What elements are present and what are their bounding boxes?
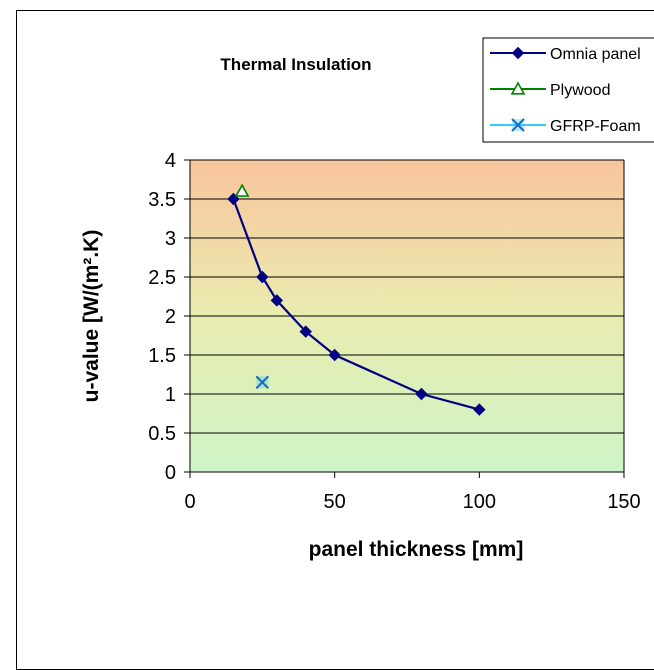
x-tick-label: 0 <box>184 491 195 513</box>
y-tick-label: 0.5 <box>148 423 176 445</box>
data-point <box>234 183 250 197</box>
y-tick-label: 0 <box>165 462 176 484</box>
y-tick-label: 2 <box>165 306 176 328</box>
x-tick-label: 100 <box>463 491 496 513</box>
series-plywood <box>234 183 250 197</box>
y-tick-labels: 0 0.5 1 1.5 2 2.5 3 3.5 4 <box>148 150 176 484</box>
data-point <box>415 387 428 401</box>
data-point <box>270 294 284 307</box>
legend-entry: Plywood <box>490 81 610 99</box>
data-point <box>328 348 341 362</box>
data-point <box>255 375 270 390</box>
data-point <box>473 403 486 416</box>
y-tick-label: 2.5 <box>148 267 176 289</box>
legend-label: GFRP-Foam <box>550 118 641 135</box>
y-tick-label: 3 <box>165 228 176 250</box>
legend-label: Plywood <box>550 82 610 99</box>
legend: Omnia panel Plywood GFRP-Foam <box>482 37 654 143</box>
legend-marker <box>511 118 525 132</box>
data-series <box>227 183 486 416</box>
x-tick-label: 50 <box>324 491 346 513</box>
chart-svg: Thermal Insulation 0 50 100 150 0 0.5 1 1.5 2 2.… <box>80 37 654 561</box>
data-point <box>299 325 312 338</box>
legend-marker <box>511 46 525 60</box>
x-axis-label: panel thickness [mm] <box>309 538 524 561</box>
y-tick-label: 3.5 <box>148 189 176 211</box>
x-tick-labels: 0 50 100 150 <box>184 491 640 513</box>
legend-marker <box>510 81 526 95</box>
y-tick-label: 4 <box>165 150 176 172</box>
x-tick-label: 150 <box>607 491 640 513</box>
legend-entry: Omnia panel <box>490 46 641 63</box>
series-omnia-panel <box>227 192 486 416</box>
chart-title: Thermal Insulation <box>220 55 371 74</box>
grid-lines <box>190 159 624 473</box>
data-point <box>256 270 269 284</box>
legend-label: Omnia panel <box>550 46 641 63</box>
axes <box>184 159 625 478</box>
y-axis-label: u-value [W/(m².K) <box>80 230 103 403</box>
series-gfrp-foam <box>255 375 270 390</box>
legend-entry: GFRP-Foam <box>490 118 641 135</box>
y-tick-label: 1.5 <box>148 345 176 367</box>
y-tick-label: 1 <box>165 384 176 406</box>
